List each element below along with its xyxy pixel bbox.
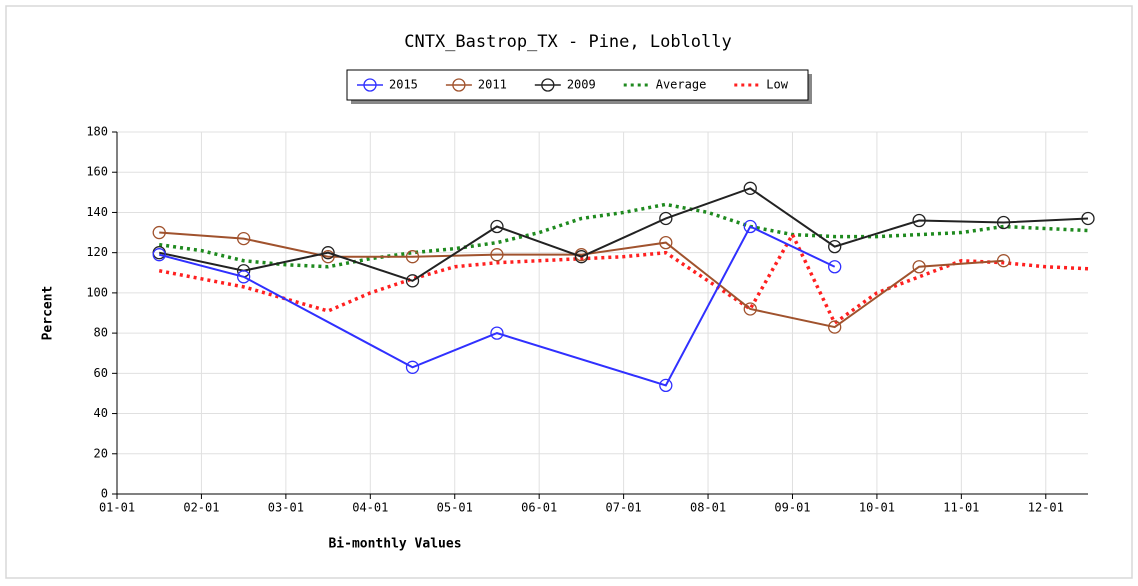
legend-label: 2015	[389, 78, 418, 92]
series-marker	[912, 260, 926, 274]
series-marker	[1081, 211, 1095, 226]
series-marker	[321, 246, 335, 260]
series-marker	[490, 326, 504, 340]
series-marker	[912, 213, 926, 228]
y-tick-label: 80	[94, 326, 108, 340]
y-tick-label: 180	[86, 125, 108, 139]
x-tick-label: 08-01	[690, 501, 726, 515]
x-tick-label: 03-01	[268, 501, 304, 515]
y-tick-label: 160	[86, 165, 108, 179]
series-marker	[490, 248, 504, 262]
series-marker	[828, 260, 842, 274]
series-marker	[490, 219, 504, 234]
x-tick-label: 02-01	[183, 501, 219, 515]
series-marker	[743, 219, 757, 234]
x-tick-label: 09-01	[774, 501, 810, 515]
series-marker	[405, 360, 420, 374]
series-marker	[743, 302, 757, 316]
series-line	[158, 230, 1089, 326]
series-marker	[828, 320, 842, 334]
series-marker	[659, 378, 673, 393]
legend-marker	[363, 78, 377, 92]
x-tick-label: 06-01	[521, 501, 557, 515]
legend-marker	[452, 78, 466, 92]
series-marker	[237, 270, 251, 284]
series-line	[158, 225, 836, 387]
series-line	[159, 231, 1004, 329]
series-marker	[659, 235, 673, 250]
legend-label: 2009	[567, 78, 596, 92]
series-marker	[405, 250, 420, 264]
x-tick-label: 10-01	[859, 501, 895, 515]
series-marker	[321, 250, 335, 264]
y-tick-label: 40	[94, 406, 108, 420]
x-tick-label: 12-01	[1028, 501, 1064, 515]
y-tick-label: 120	[86, 245, 108, 259]
series-marker	[405, 274, 420, 288]
series-marker	[574, 250, 589, 264]
y-tick-label: 140	[86, 205, 108, 219]
series-line	[159, 187, 1089, 282]
legend-box	[346, 69, 809, 101]
series-marker	[152, 225, 166, 240]
series-marker	[237, 231, 251, 246]
chart-title: CNTX_Bastrop_TX - Pine, Loblolly	[404, 32, 732, 52]
legend-label: 2011	[478, 78, 507, 92]
x-tick-label: 01-01	[99, 501, 135, 515]
series-marker	[828, 239, 842, 254]
series-marker	[659, 211, 673, 226]
x-tick-label: 07-01	[606, 501, 642, 515]
series-marker	[743, 181, 757, 195]
legend-label: Average	[656, 78, 707, 92]
series-marker	[152, 248, 166, 262]
x-tick-label: 11-01	[943, 501, 979, 515]
y-tick-label: 20	[94, 446, 108, 460]
series-marker	[996, 215, 1011, 230]
y-tick-label: 60	[94, 366, 108, 380]
legend-marker	[541, 78, 555, 92]
plot-area	[117, 132, 1088, 494]
x-axis-title: Bi-monthly Values	[328, 537, 461, 552]
series-line	[158, 202, 1089, 269]
x-tick-label: 05-01	[437, 501, 473, 515]
series-marker	[996, 254, 1011, 268]
x-tick-label: 04-01	[352, 501, 388, 515]
legend-label: Low	[766, 78, 788, 92]
y-axis-title: Percent	[41, 286, 56, 341]
y-tick-label: 0	[101, 487, 108, 501]
y-tick-label: 100	[86, 285, 108, 299]
